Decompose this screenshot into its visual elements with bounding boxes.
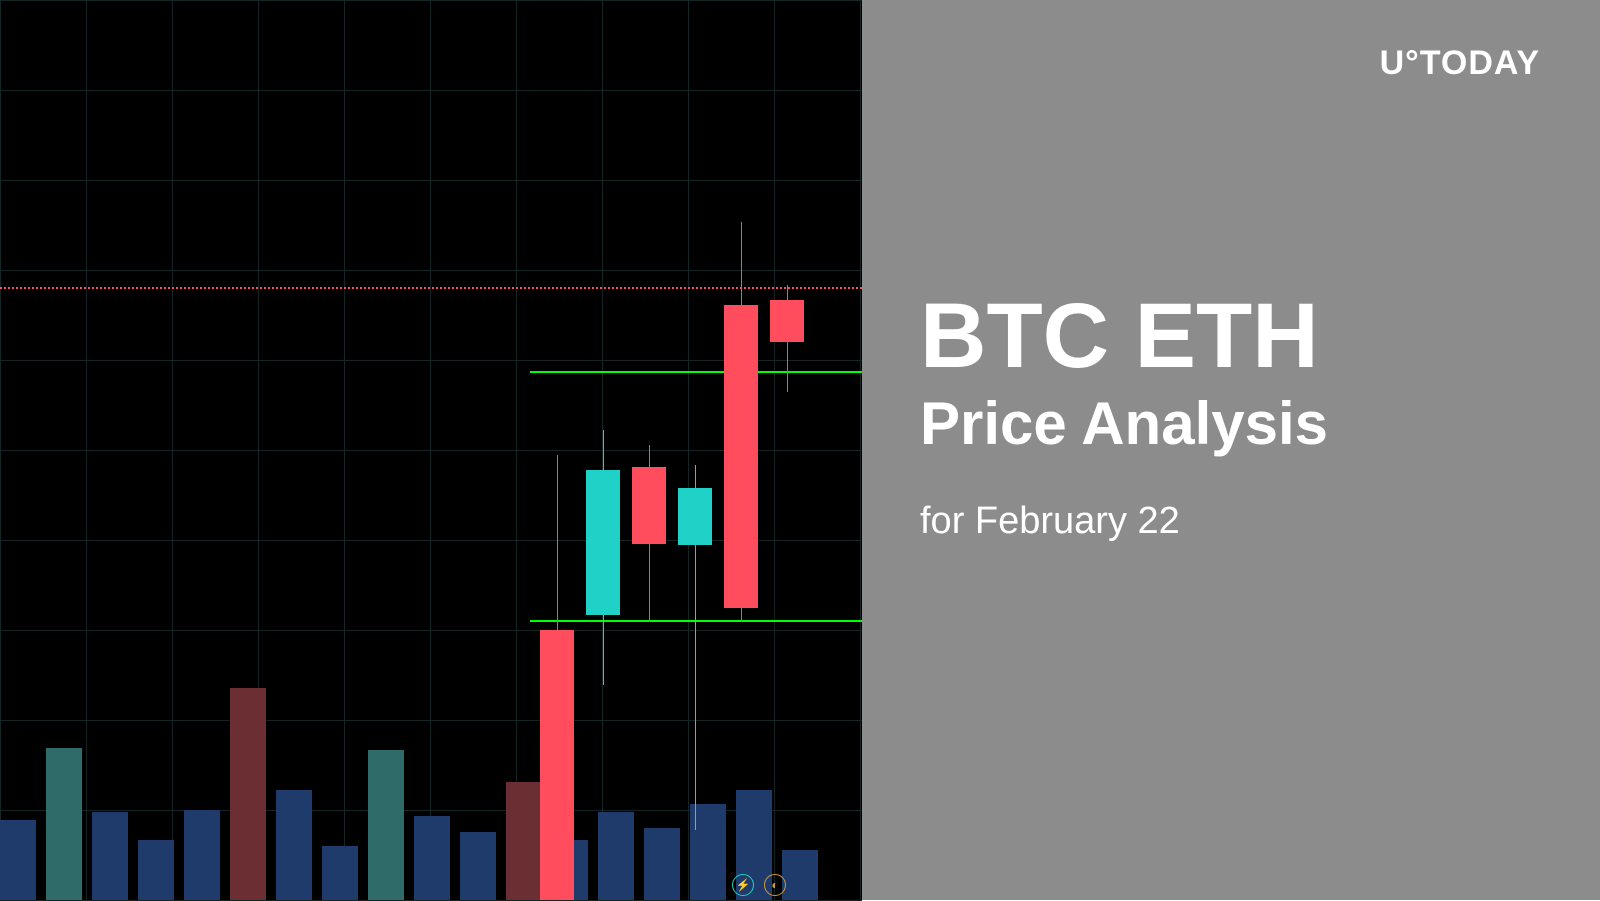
grid-line [86, 0, 87, 900]
grid-line [0, 810, 862, 811]
volume-bar [460, 832, 496, 900]
candlestick-chart: ⚡◐ [0, 0, 862, 900]
volume-bar [46, 748, 82, 900]
volume-bar [276, 790, 312, 900]
grid-line [0, 180, 862, 181]
grid-line [688, 0, 689, 900]
volume-bar [92, 812, 128, 900]
candle-body [724, 305, 758, 608]
grid-line [0, 630, 862, 631]
volume-bar [230, 688, 266, 900]
candle-body [540, 630, 574, 900]
price-reference-line [0, 287, 862, 289]
grid-line [0, 0, 862, 1]
volume-bar [138, 840, 174, 900]
volume-bar [368, 750, 404, 900]
volume-bar [322, 846, 358, 900]
volume-bar [598, 812, 634, 900]
grid-line [860, 0, 861, 900]
volume-bar [0, 820, 36, 900]
grid-line [430, 0, 431, 900]
headline-block: BTC ETH Price Analysis for February 22 [920, 290, 1328, 543]
volume-bar [644, 828, 680, 900]
grid-line [0, 270, 862, 271]
grid-line [774, 0, 775, 900]
support-line [530, 371, 862, 373]
volume-bar [782, 850, 818, 900]
candle-body [586, 470, 620, 615]
grid-line [172, 0, 173, 900]
grid-line [344, 0, 345, 900]
grid-line [0, 90, 862, 91]
candle-body [678, 488, 712, 545]
grid-line [0, 720, 862, 721]
volume-bar [506, 782, 542, 900]
volume-bar [184, 810, 220, 900]
grid-line [0, 0, 1, 900]
title-line-1: BTC ETH [920, 290, 1328, 382]
volume-bar [414, 816, 450, 900]
brand-logo: U°TODAY [1380, 44, 1540, 83]
title-line-2: Price Analysis [920, 394, 1328, 454]
candle-body [770, 300, 804, 342]
chart-footer-icon[interactable]: ◐ [764, 874, 786, 896]
info-panel: U°TODAY BTC ETH Price Analysis for Febru… [862, 0, 1600, 900]
grid-line [516, 0, 517, 900]
candle-body [632, 467, 666, 544]
subtitle: for February 22 [920, 500, 1328, 543]
support-line [530, 620, 862, 622]
chart-footer-icon[interactable]: ⚡ [732, 874, 754, 896]
